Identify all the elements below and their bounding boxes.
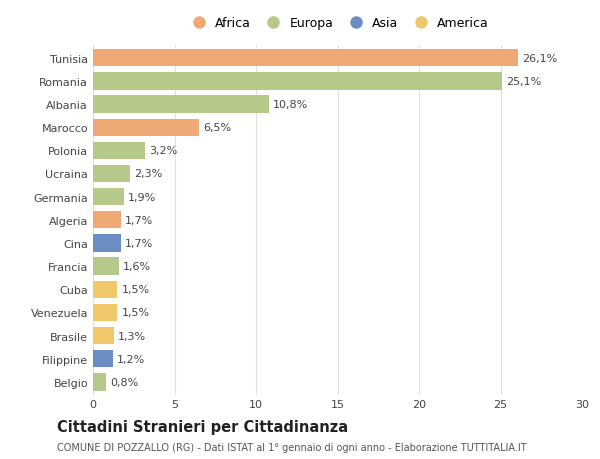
Text: 26,1%: 26,1% bbox=[523, 54, 558, 64]
Text: COMUNE DI POZZALLO (RG) - Dati ISTAT al 1° gennaio di ogni anno - Elaborazione T: COMUNE DI POZZALLO (RG) - Dati ISTAT al … bbox=[57, 442, 527, 452]
Text: 0,8%: 0,8% bbox=[110, 377, 139, 387]
Bar bbox=[93, 281, 118, 298]
Legend: Africa, Europa, Asia, America: Africa, Europa, Asia, America bbox=[186, 17, 489, 30]
Bar bbox=[93, 212, 121, 229]
Text: 1,2%: 1,2% bbox=[116, 354, 145, 364]
Text: 10,8%: 10,8% bbox=[273, 100, 308, 110]
Text: 1,7%: 1,7% bbox=[125, 215, 153, 225]
Text: 1,9%: 1,9% bbox=[128, 192, 156, 202]
Text: 1,3%: 1,3% bbox=[118, 331, 146, 341]
Bar bbox=[93, 142, 145, 160]
Bar bbox=[93, 96, 269, 113]
Text: 1,5%: 1,5% bbox=[122, 308, 149, 318]
Text: 1,6%: 1,6% bbox=[123, 262, 151, 272]
Text: 25,1%: 25,1% bbox=[506, 77, 541, 87]
Bar bbox=[93, 235, 121, 252]
Bar bbox=[93, 189, 124, 206]
Bar bbox=[93, 350, 113, 368]
Text: 6,5%: 6,5% bbox=[203, 123, 231, 133]
Text: 1,7%: 1,7% bbox=[125, 238, 153, 248]
Bar bbox=[93, 73, 502, 90]
Bar bbox=[93, 50, 518, 67]
Text: 3,2%: 3,2% bbox=[149, 146, 178, 156]
Text: 2,3%: 2,3% bbox=[134, 169, 163, 179]
Bar bbox=[93, 119, 199, 137]
Text: 1,5%: 1,5% bbox=[122, 285, 149, 295]
Bar bbox=[93, 165, 130, 183]
Text: Cittadini Stranieri per Cittadinanza: Cittadini Stranieri per Cittadinanza bbox=[57, 419, 348, 434]
Bar bbox=[93, 327, 114, 345]
Bar bbox=[93, 304, 118, 321]
Bar bbox=[93, 258, 119, 275]
Bar bbox=[93, 373, 106, 391]
